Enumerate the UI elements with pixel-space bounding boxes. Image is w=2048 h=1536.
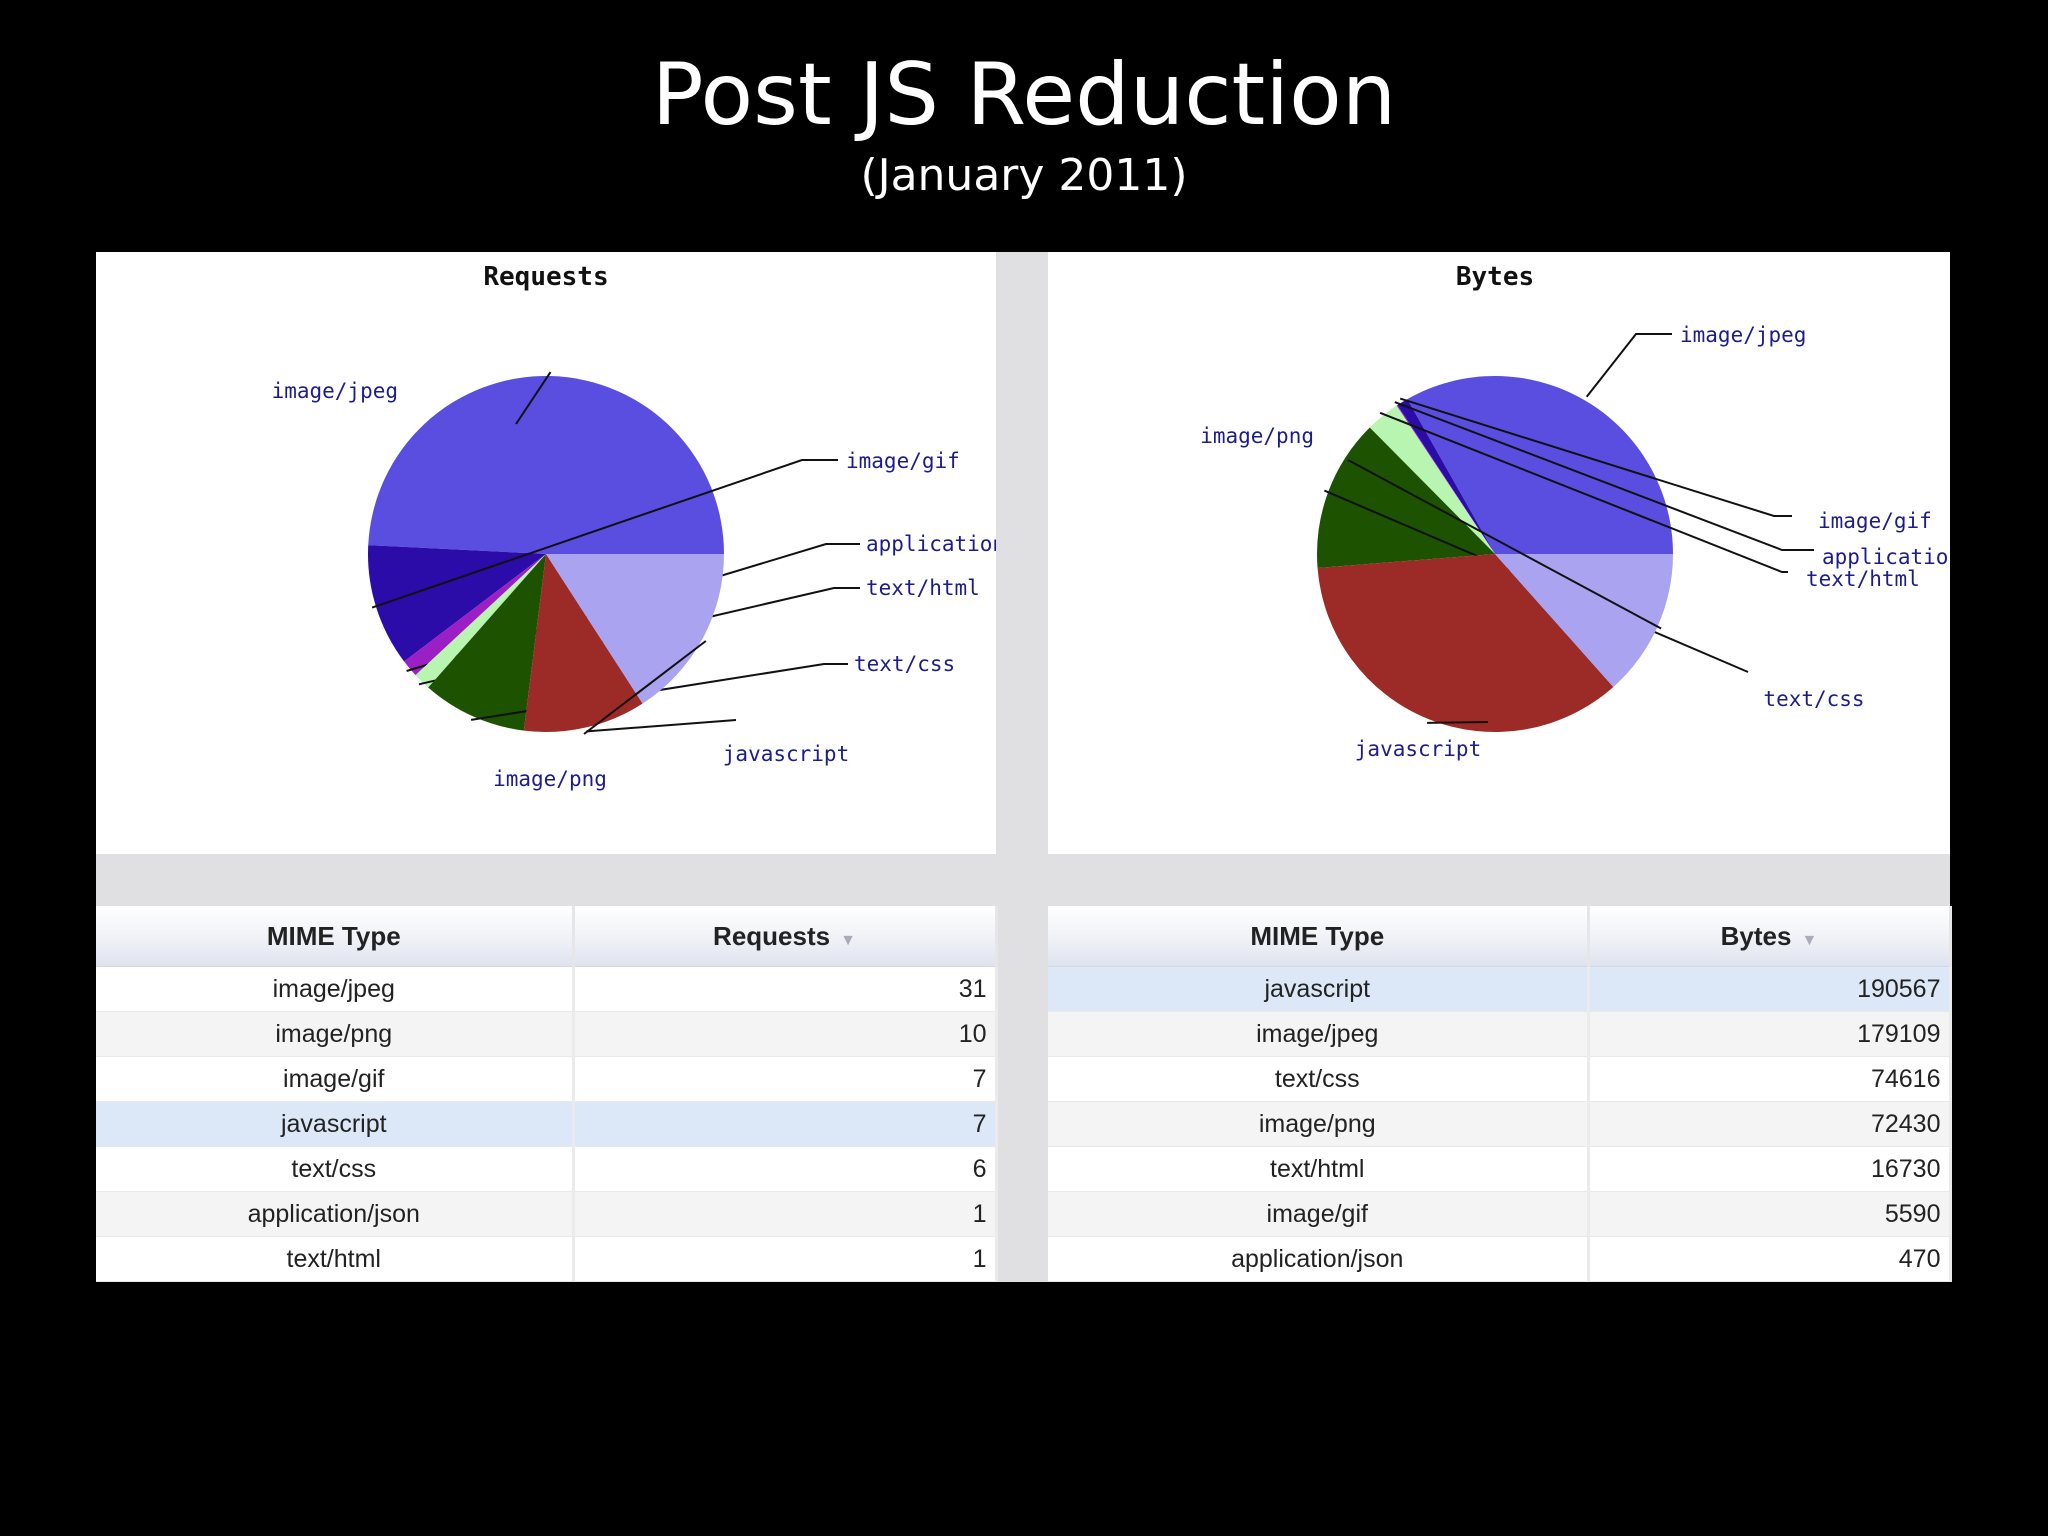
column-header-requests[interactable]: Requests ▼ — [573, 906, 998, 967]
pie-slice-application-json[interactable] — [1396, 405, 1495, 554]
mime-type-cell: text/css — [1048, 1056, 1590, 1102]
mime-type-cell: image/jpeg — [1048, 1011, 1590, 1057]
requests-cell: 1 — [573, 1236, 998, 1282]
bytes-cell: 74616 — [1588, 1056, 1952, 1102]
slice-label-text-css: text/css — [1763, 687, 1864, 711]
pie-slice-text-css[interactable] — [428, 554, 546, 731]
slice-label-image-jpeg: image/jpeg — [1680, 323, 1806, 347]
sort-descending-icon: ▼ — [840, 931, 856, 949]
pie-slice-application-json[interactable] — [404, 554, 546, 676]
bytes-cell: 179109 — [1588, 1011, 1952, 1057]
requests-chart-panel: Requests image/jpeg image/gif application/… — [96, 252, 996, 854]
bytes-cell: 5590 — [1588, 1191, 1952, 1237]
column-header-bytes[interactable]: Bytes ▼ — [1588, 906, 1952, 967]
requests-cell: 31 — [573, 966, 998, 1012]
mime-type-cell: image/gif — [1048, 1191, 1590, 1237]
leader-line — [583, 640, 707, 735]
sort-descending-icon: ▼ — [1801, 931, 1818, 949]
pie-slice-image-png[interactable] — [546, 554, 724, 704]
mime-type-cell: text/css — [96, 1146, 575, 1192]
mime-type-cell: javascript — [96, 1101, 575, 1147]
table-row[interactable]: text/html 16730 — [1048, 1146, 1952, 1192]
bytes-chart-title: Bytes — [1456, 262, 1534, 292]
slide-title: Post JS Reduction — [651, 45, 1397, 145]
mime-type-cell: text/html — [1048, 1146, 1590, 1192]
slice-label-text-css: text/css — [854, 652, 955, 676]
requests-pie-chart: Requests image/jpeg image/gif application/… — [272, 262, 996, 791]
requests-cell: 7 — [573, 1101, 998, 1147]
table-row[interactable]: image/jpeg 31 — [96, 966, 998, 1012]
leader-line — [1347, 459, 1662, 630]
report-frame: Requests image/jpegimage/gifapplication/… — [96, 252, 1952, 1282]
table-row[interactable]: application/json 1 — [96, 1191, 998, 1237]
leader-line — [1394, 401, 1814, 551]
mime-type-cell: image/jpeg — [96, 966, 575, 1012]
mime-type-cell: image/gif — [96, 1056, 575, 1102]
bytes-cell: 16730 — [1588, 1146, 1952, 1192]
pie-slice-text-html[interactable] — [1369, 405, 1495, 554]
slice-label-image-png: image/png — [493, 767, 607, 791]
slice-label-image-png: image/png — [1200, 424, 1314, 448]
mime-type-cell: application/json — [96, 1191, 575, 1237]
leader-line — [1427, 721, 1489, 724]
pie-slice-text-html[interactable] — [415, 554, 546, 688]
table-row[interactable]: text/css 74616 — [1048, 1056, 1952, 1102]
slice-label-application-json: application/json — [1822, 545, 1950, 569]
bytes-cell: 470 — [1588, 1236, 1952, 1282]
requests-cell: 10 — [573, 1011, 998, 1057]
table-row[interactable]: image/jpeg 179109 — [1048, 1011, 1952, 1057]
table-row[interactable]: text/html 1 — [96, 1236, 998, 1282]
pie-slice-image-jpeg[interactable] — [1407, 376, 1673, 554]
leader-line — [1399, 397, 1792, 517]
pie-slice-image-gif[interactable] — [367, 545, 546, 662]
slice-label-image-gif: image/gif — [846, 449, 960, 473]
bytes-cell: 72430 — [1588, 1101, 1952, 1147]
table-row[interactable]: image/gif 7 — [96, 1056, 998, 1102]
mime-type-cell: image/png — [96, 1011, 575, 1057]
requests-cell: 1 — [573, 1191, 998, 1237]
pie-slice-javascript[interactable] — [523, 554, 643, 732]
requests-cell: 7 — [573, 1056, 998, 1102]
leader-line — [1585, 333, 1672, 398]
requests-cell: 6 — [573, 1146, 998, 1192]
table-row[interactable]: text/css 6 — [96, 1146, 998, 1192]
table-row[interactable]: image/gif 5590 — [1048, 1191, 1952, 1237]
mime-type-cell: application/json — [1048, 1236, 1590, 1282]
bytes-table: MIME Type Bytes ▼ javascript 190567 image/… — [1048, 906, 1952, 1282]
slice-label-image-gif: image/gif — [1818, 509, 1932, 533]
table-row[interactable]: image/png 72430 — [1048, 1101, 1952, 1147]
table-row[interactable]: image/png 10 — [96, 1011, 998, 1057]
slice-label-javascript: javascript — [1355, 737, 1481, 761]
column-header-mime-type[interactable]: MIME Type — [1048, 906, 1590, 967]
pie-slice-text-css[interactable] — [1316, 427, 1495, 568]
slice-label-javascript: javascript — [723, 742, 849, 766]
table-row[interactable]: application/json 470 — [1048, 1236, 1952, 1282]
bytes-chart-panel: Bytes image/jpeg image/gif application/jso… — [1048, 252, 1950, 854]
mime-type-cell: image/png — [1048, 1101, 1590, 1147]
requests-chart-title: Requests — [483, 262, 608, 292]
slide-subtitle: (January 2011) — [860, 150, 1188, 201]
slice-label-text-html: text/html — [1806, 567, 1920, 591]
slice-label-text-html: text/html — [866, 576, 980, 600]
requests-table: MIME Type Requests ▼ image/jpeg 31 image/p… — [96, 906, 998, 1282]
mime-type-cell: text/html — [96, 1236, 575, 1282]
bytes-cell: 190567 — [1588, 966, 1952, 1012]
pie-slice-image-jpeg[interactable] — [368, 375, 724, 554]
bytes-pie-chart: Bytes image/jpeg image/gif application/jso… — [1200, 262, 1950, 761]
leader-line — [586, 719, 737, 733]
table-row-selected[interactable]: javascript 7 — [96, 1101, 998, 1147]
leader-line — [1379, 411, 1788, 573]
pie-slice-image-png[interactable] — [1495, 554, 1673, 687]
column-header-mime-type[interactable]: MIME Type — [96, 906, 575, 967]
pie-slice-image-gif[interactable] — [1397, 399, 1495, 554]
leader-line — [371, 459, 838, 609]
pie-slice-javascript[interactable] — [1317, 554, 1614, 732]
slice-label-application-json: application/json — [866, 532, 996, 556]
table-row-selected[interactable]: javascript 190567 — [1048, 966, 1952, 1012]
leader-line — [515, 371, 552, 425]
mime-type-cell: javascript — [1048, 966, 1590, 1012]
slice-label-image-jpeg: image/jpeg — [272, 379, 398, 403]
